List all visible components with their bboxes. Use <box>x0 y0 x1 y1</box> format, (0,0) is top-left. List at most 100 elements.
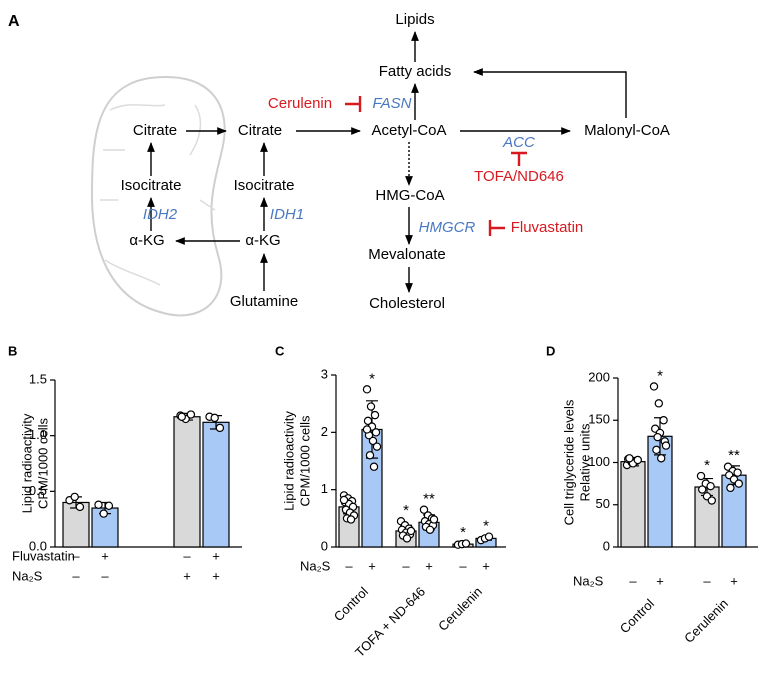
data-point <box>365 451 375 460</box>
condition-sign: + <box>656 573 664 588</box>
data-point <box>429 515 439 524</box>
chart: D 0 50 100 150 200 Cell triglyceride levels Rel… <box>546 343 758 646</box>
data-point <box>94 500 103 509</box>
significance: * <box>657 367 663 384</box>
condition-sign: – <box>459 558 467 573</box>
y-axis-label: Lipid radioactivity <box>19 413 34 513</box>
data-point <box>706 481 715 491</box>
y-tick-label: 2 <box>321 424 328 439</box>
enzyme: HMGCR <box>419 219 476 236</box>
data-point <box>633 455 643 465</box>
inhibitor: TOFA/ND646 <box>474 168 564 185</box>
data-point <box>734 479 744 488</box>
y-tick-label: 100 <box>588 454 610 469</box>
condition-sign: – <box>72 568 80 583</box>
enzyme: FASN <box>373 95 412 112</box>
data-point <box>654 399 664 408</box>
group-label: Control <box>331 584 371 624</box>
data-point <box>696 471 706 481</box>
condition-sign: – <box>183 548 191 563</box>
condition-sign: – <box>629 573 637 588</box>
data-point <box>363 416 373 426</box>
data-point <box>733 468 742 477</box>
condition-sign: + <box>730 573 738 588</box>
data-point <box>346 515 356 524</box>
panel-label: A <box>8 13 20 30</box>
y-tick-label: 3 <box>321 366 328 381</box>
condition-sign: + <box>183 568 191 583</box>
data-point <box>419 505 429 514</box>
data-point <box>726 483 735 493</box>
panel-label: B <box>8 343 17 358</box>
data-point <box>99 509 108 518</box>
data-point <box>70 492 79 502</box>
data-point <box>461 539 471 548</box>
data-point <box>362 425 372 434</box>
condition-sign: + <box>482 558 490 573</box>
significance: * <box>704 457 710 474</box>
inhibition <box>488 220 505 236</box>
condition-sign: + <box>368 558 376 573</box>
metabolite: Acetyl-CoA <box>371 122 446 139</box>
pathway-diagram: A Lipids Fatty acids Citrate Citrate Acetyl-C… <box>8 11 670 317</box>
inhibitor: Cerulenin <box>268 95 332 112</box>
condition-label: Na₂S <box>12 568 43 583</box>
data-point <box>698 485 707 494</box>
arrow <box>473 68 627 118</box>
metabolite: α-KG <box>245 232 280 249</box>
mitochondrion <box>90 75 226 317</box>
y-tick-label: 0.0 <box>29 538 47 553</box>
data-point <box>406 526 416 536</box>
data-point <box>649 382 659 391</box>
y-axis-label: CPM/1000 cells <box>297 415 312 507</box>
metabolite: Fatty acids <box>379 63 452 80</box>
group-label: Cerulenin <box>435 584 485 634</box>
chart: B 0.0 0.5 1.0 1.5 Lipid radioactivity CPM/1000… <box>8 343 242 583</box>
metabolite: Mevalonate <box>368 246 446 263</box>
data-point <box>707 496 717 505</box>
y-tick-label: 1.0 <box>29 427 47 442</box>
y-axis-label: Lipid radioactivity <box>281 411 296 511</box>
y-tick-label: 1.5 <box>29 371 47 386</box>
enzyme: IDH2 <box>143 206 178 223</box>
significance: * <box>369 370 375 387</box>
data-point <box>75 502 85 512</box>
data-point <box>402 534 412 543</box>
data-point <box>370 410 380 420</box>
condition-label: Na₂S <box>300 558 331 573</box>
data-point <box>210 413 219 423</box>
data-point <box>661 441 671 450</box>
significance: ** <box>728 447 740 464</box>
data-point <box>215 423 225 433</box>
condition-label: Na₂S <box>573 573 604 588</box>
data-point <box>484 532 494 541</box>
data-point <box>652 445 661 455</box>
metabolite: Isocitrate <box>234 177 295 194</box>
data-point <box>425 525 435 535</box>
metabolite: Malonyl-CoA <box>584 122 670 139</box>
data-point <box>339 495 349 505</box>
data-point <box>104 501 114 511</box>
significance: ** <box>423 491 435 508</box>
metabolite: α-KG <box>129 232 164 249</box>
data-point <box>362 385 372 394</box>
condition-sign: + <box>212 548 220 563</box>
y-axis-label: CPM/1000 cells <box>35 417 50 509</box>
significance: * <box>483 518 489 535</box>
y-tick-label: 0.5 <box>29 483 47 498</box>
data-point <box>372 442 382 451</box>
data-point <box>657 454 666 463</box>
y-tick-label: 1 <box>321 481 328 496</box>
y-tick-label: 0 <box>321 538 328 553</box>
metabolite: Cholesterol <box>369 295 445 312</box>
metabolite: Citrate <box>238 122 282 139</box>
metabolite: Glutamine <box>230 293 298 310</box>
data-point <box>366 402 376 411</box>
data-point <box>186 410 196 419</box>
bar <box>62 501 90 548</box>
metabolite: HMG-CoA <box>375 187 444 204</box>
data-point <box>659 416 668 425</box>
y-tick-label: 50 <box>596 496 610 511</box>
